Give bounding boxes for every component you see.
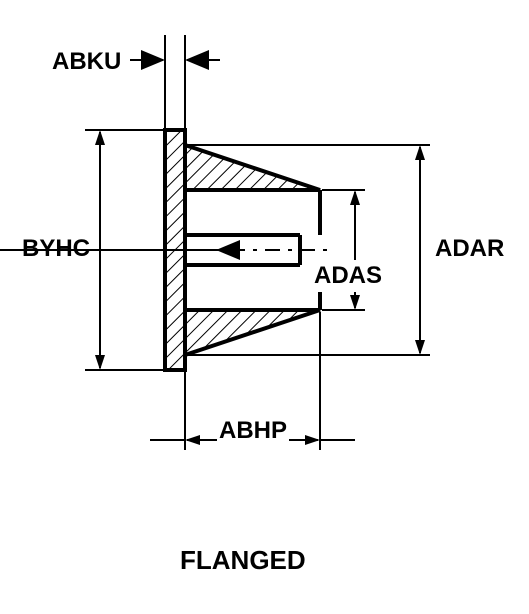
cone-top-hatch	[185, 145, 320, 190]
label-byhc: BYHC	[22, 235, 90, 263]
diagram-container: ABKU BYHC ADAR ADAS ABHP FLANGED	[0, 0, 529, 609]
label-abhp: ABHP	[217, 415, 289, 447]
label-adar: ADAR	[435, 235, 504, 263]
label-adas: ADAS	[312, 260, 384, 292]
label-abku: ABKU	[52, 48, 121, 76]
diagram-title: FLANGED	[180, 545, 306, 576]
cone-bottom-hatch	[185, 310, 320, 355]
technical-drawing	[0, 0, 529, 609]
